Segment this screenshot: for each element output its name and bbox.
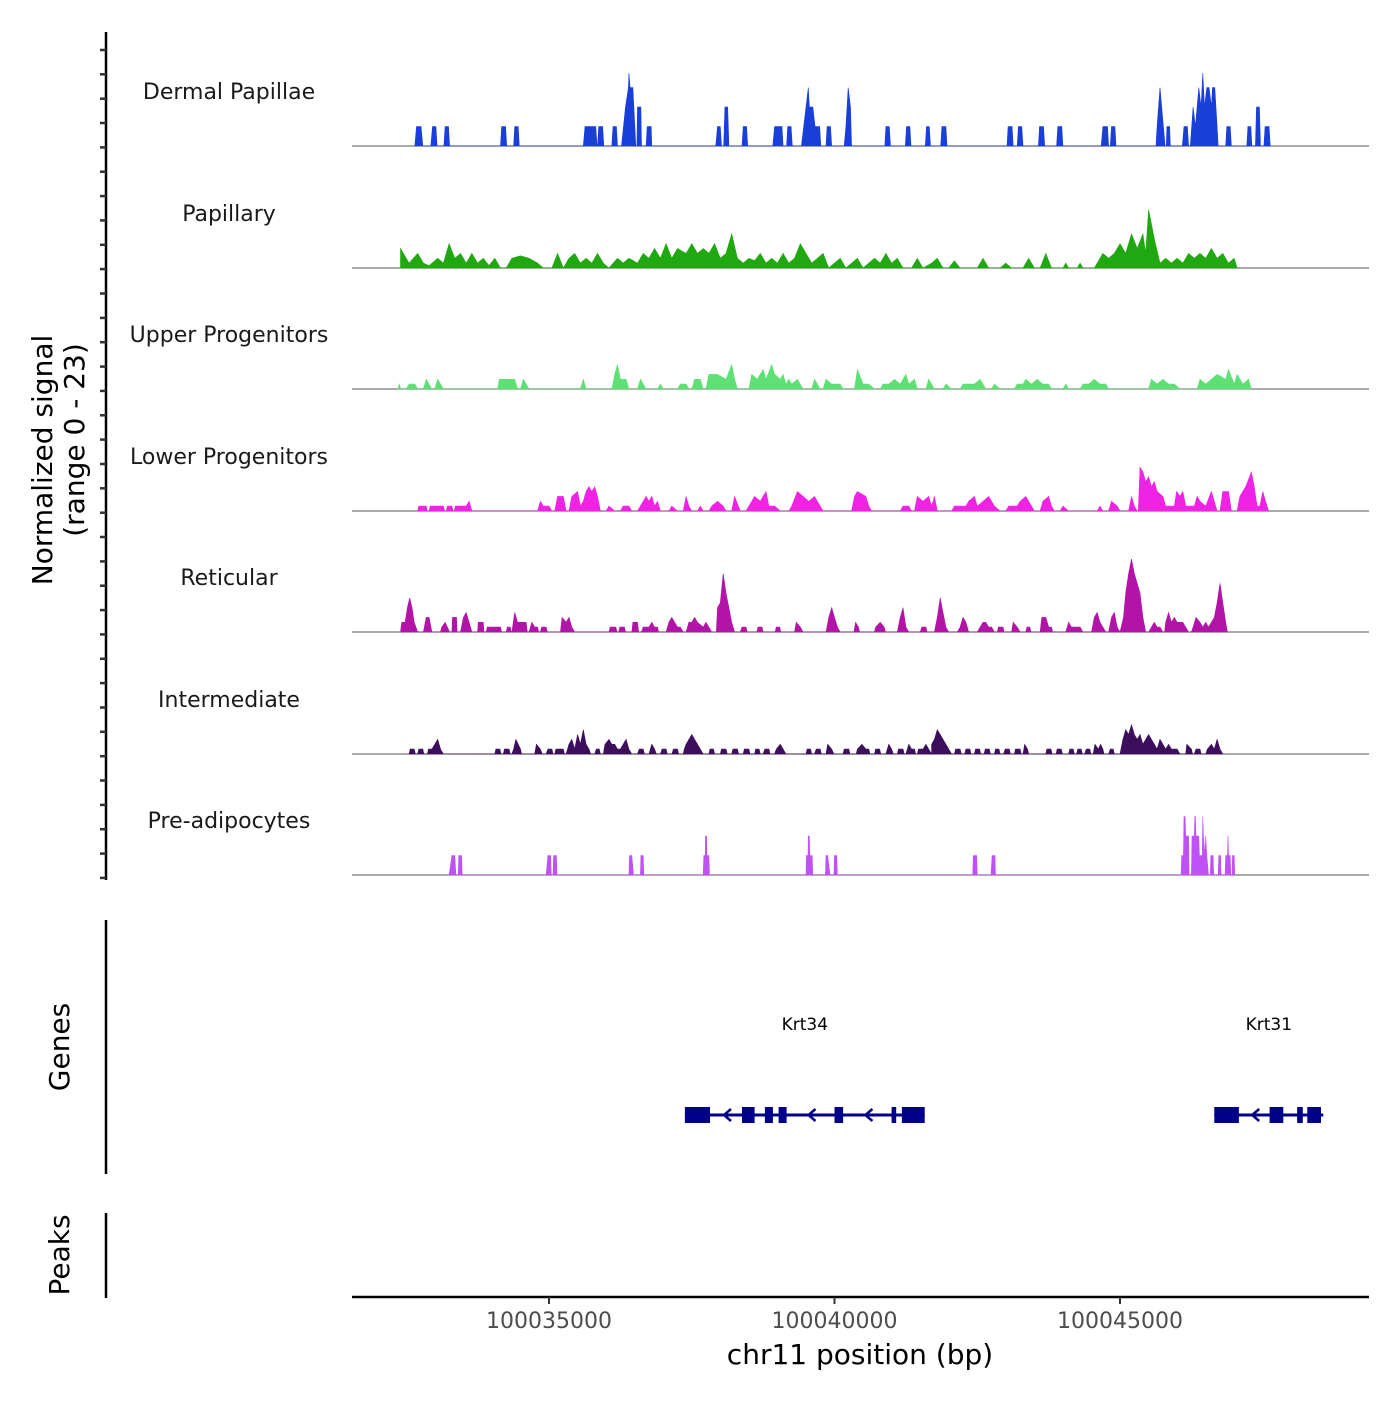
track-lower-progenitors: Lower Progenitors — [130, 445, 1369, 512]
track-label: Papillary — [182, 202, 276, 227]
x-tick-label: 100035000 — [486, 1309, 612, 1334]
track-pre-adipocytes: Pre-adipocytes — [148, 809, 1369, 876]
track-dermal-papillae: Dermal Papillae — [143, 72, 1369, 147]
gene-krt31: Krt31 — [1214, 1015, 1324, 1123]
gene-exon — [742, 1107, 755, 1123]
signal-area — [417, 466, 1269, 512]
gene-label: Krt34 — [782, 1015, 828, 1035]
gene-exon — [834, 1107, 844, 1123]
signal-area — [400, 558, 1228, 633]
track-label: Lower Progenitors — [130, 445, 328, 470]
gene-krt34: Krt34 — [684, 1015, 925, 1123]
track-label: Upper Progenitors — [130, 323, 329, 348]
track-label: Intermediate — [158, 688, 300, 713]
gene-exon — [764, 1107, 773, 1123]
gene-exon — [891, 1107, 897, 1123]
x-tick-label: 100040000 — [772, 1309, 898, 1334]
track-label: Reticular — [180, 566, 278, 591]
gene-exon — [1214, 1107, 1239, 1123]
gene-exon — [778, 1107, 787, 1123]
gene-exon — [1307, 1107, 1321, 1123]
gene-exon — [1297, 1107, 1303, 1123]
track-intermediate: Intermediate — [158, 688, 1369, 756]
signal-tracks: Dermal Papillae Papillary Upper Progenitor… — [130, 72, 1369, 876]
gene-exon — [901, 1107, 925, 1123]
track-label: Pre-adipocytes — [148, 809, 311, 834]
track-reticular: Reticular — [180, 558, 1369, 633]
x-tick-label: 100045000 — [1057, 1309, 1183, 1334]
signal-area — [408, 723, 1224, 756]
peaks-track-label: Peaks — [43, 1214, 76, 1295]
track-label: Dermal Papillae — [143, 80, 315, 105]
y-axis-title-line-1: Normalized signal — [26, 335, 59, 586]
strand-arrow — [863, 1108, 874, 1122]
track-papillary: Papillary — [182, 202, 1369, 269]
genes-track-label: Genes — [43, 1003, 76, 1091]
strand-arrow — [1250, 1108, 1261, 1122]
signal-area — [400, 209, 1238, 269]
x-axis-title: chr11 position (bp) — [727, 1338, 993, 1371]
signal-y-axis — [100, 32, 108, 880]
signal-area — [414, 72, 1271, 147]
x-axis-ticks: 100035000 100040000 100045000 — [486, 1297, 1183, 1334]
strand-arrow — [806, 1108, 817, 1122]
gene-exon — [1269, 1107, 1284, 1123]
track-upper-progenitors: Upper Progenitors — [130, 323, 1369, 390]
signal-area — [448, 816, 1236, 876]
signal-area — [397, 363, 1252, 390]
strand-arrow — [722, 1108, 732, 1122]
gene-annotations: Krt34 Krt31 — [684, 1015, 1324, 1123]
gene-exon — [684, 1107, 710, 1123]
gene-label: Krt31 — [1246, 1015, 1292, 1035]
y-axis-title-line-2: (range 0 - 23) — [58, 343, 91, 537]
